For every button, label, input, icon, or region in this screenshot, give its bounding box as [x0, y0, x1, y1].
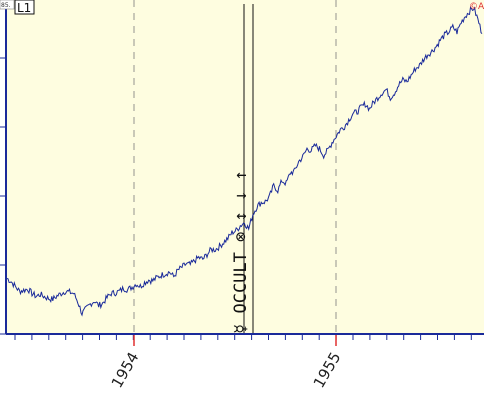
x-axis-minor-ticks	[14, 335, 472, 340]
year-tick-labels: 1954 1955	[108, 349, 345, 391]
year-tick-marks	[133, 335, 337, 346]
price-series-line	[6, 6, 483, 317]
event-label-group: ☿ OCCULT ⊗ ↕ ↓ ↑	[231, 170, 251, 334]
pane-label: L1	[17, 1, 31, 15]
corner-mark: ©A	[469, 2, 484, 12]
year-gridlines	[133, 0, 337, 334]
scale-tag-box	[0, 0, 15, 10]
pane-label-box[interactable]	[14, 0, 35, 15]
year-tick-label: 1954	[108, 349, 143, 391]
year-tick-label: 1955	[310, 349, 345, 391]
plot-area	[6, 0, 484, 334]
event-lines	[243, 4, 254, 334]
scale-tag: 85.	[1, 2, 11, 9]
event-label: ☿ OCCULT ⊗ ↕ ↓ ↑	[231, 170, 251, 334]
